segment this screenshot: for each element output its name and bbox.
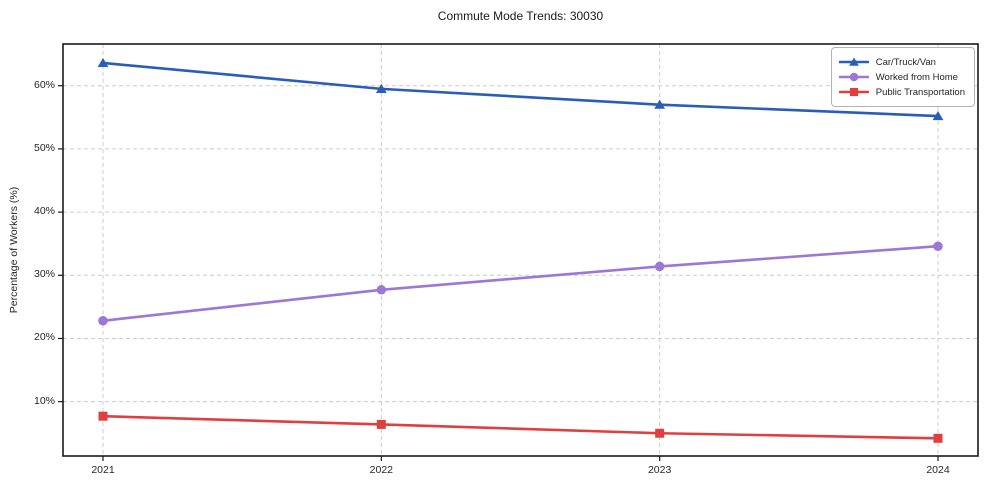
square-marker — [376, 419, 386, 429]
legend: Car/Truck/Van Worked from Home Public Tran… — [830, 47, 975, 107]
x-tick-label: 2021 — [91, 464, 115, 476]
triangle-marker — [848, 57, 859, 66]
y-tick-label: 50% — [33, 141, 55, 154]
y-tick-label: 60% — [33, 78, 55, 91]
square-marker — [933, 433, 943, 443]
legend-swatch — [838, 87, 869, 97]
square-marker — [98, 411, 108, 421]
chart-title: Commute Mode Trends: 30030 — [437, 9, 604, 23]
legend-swatch — [838, 72, 869, 82]
legend-item-public-transportation: Public Transportation — [838, 86, 965, 98]
x-tick-label: 2024 — [926, 464, 950, 476]
series-line — [101, 61, 940, 118]
plot-border — [62, 43, 979, 457]
circle-marker — [376, 285, 387, 295]
square-marker — [849, 87, 858, 97]
legend-label: Car/Truck/Van — [875, 56, 936, 68]
legend-item-worked-from-home: Worked from Home — [838, 71, 965, 83]
legend-item-car-truck-van: Car/Truck/Van — [838, 56, 965, 68]
y-tick-label: 40% — [33, 205, 55, 218]
series-line — [101, 244, 940, 323]
triangle-marker — [932, 111, 944, 121]
series-car-truck-van — [97, 57, 944, 121]
x-tick-label: 2022 — [369, 464, 393, 476]
y-tick-label: 20% — [33, 331, 55, 344]
circle-marker — [654, 261, 665, 272]
series-worked-from-home — [98, 241, 943, 326]
square-marker — [655, 428, 665, 438]
y-tick-label: 30% — [33, 268, 55, 281]
legend-swatch — [838, 57, 869, 66]
y-tick-label: 10% — [33, 394, 55, 407]
x-tick-label: 2023 — [647, 464, 672, 476]
circle-marker — [849, 72, 859, 82]
triangle-marker — [375, 83, 387, 93]
triangle-marker — [654, 99, 666, 109]
legend-label: Public Transportation — [875, 86, 965, 98]
legend-label: Worked from Home — [875, 71, 958, 83]
series-line — [101, 414, 940, 440]
circle-marker — [98, 316, 108, 326]
triangle-marker — [97, 57, 109, 68]
circle-marker — [933, 241, 943, 251]
series-public-transportation — [98, 411, 943, 443]
